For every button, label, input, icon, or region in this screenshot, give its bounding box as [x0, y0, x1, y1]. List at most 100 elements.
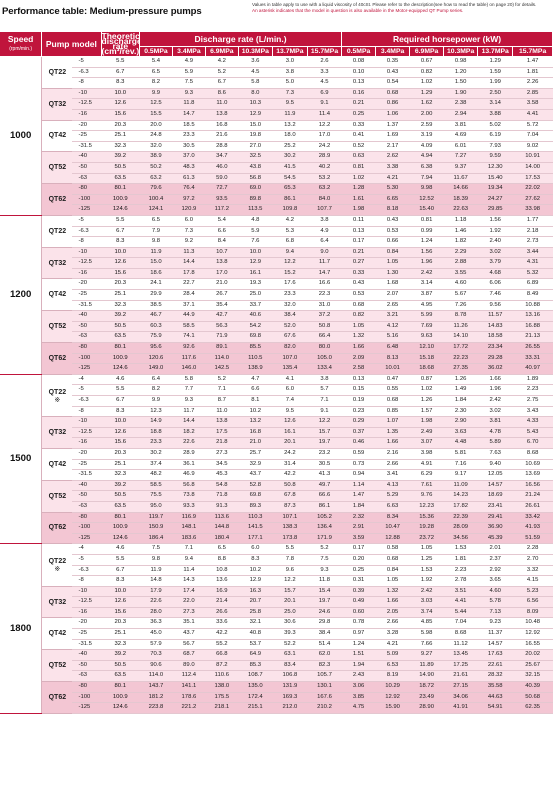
horsepower-cell: 2.88 [443, 257, 478, 269]
discharge-rate-cell: 171.9 [307, 533, 342, 545]
pump-model-cell: QT52 [41, 310, 73, 344]
pump-model-cell: QT22 ※ [41, 543, 73, 587]
horsepower-cell: 27.15 [443, 681, 478, 693]
displacement-code-cell: -4 [72, 543, 102, 555]
discharge-rate-cell: 42.7 [205, 310, 239, 322]
theoretical-rate-cell: 12.6 [101, 257, 140, 269]
discharge-rate-cell: 10.3 [238, 98, 273, 110]
horsepower-cell: 0.47 [375, 374, 410, 386]
horsepower-cell: 2.28 [512, 543, 553, 555]
horsepower-cell: 2.23 [443, 565, 478, 577]
horsepower-cell: 4.75 [341, 702, 376, 714]
discharge-rate-cell: 58.5 [139, 480, 173, 492]
displacement-code-cell: -40 [72, 480, 102, 492]
discharge-rate-cell: 73.8 [172, 490, 206, 502]
table-row: -25 25.1 24.8 23.3 21.6 19.8 18.0 17.0 0.41 1.69 3… [0, 130, 553, 142]
discharge-rate-cell: 105.0 [307, 353, 342, 365]
discharge-rate-cell: 27.3 [205, 448, 239, 460]
discharge-pressure-0-header: 0.5MPa [139, 46, 173, 57]
discharge-rate-cell: 180.4 [205, 533, 239, 545]
horsepower-cell: 12.92 [512, 628, 553, 640]
discharge-rate-cell: 9.3 [307, 565, 342, 577]
horsepower-cell: 11.12 [443, 639, 478, 651]
theoretical-rate-cell: 10.0 [101, 586, 140, 598]
displacement-code-cell: -31.5 [72, 300, 102, 312]
discharge-rate-cell: 23.3 [172, 130, 206, 142]
discharge-rate-cell: 30.5 [172, 141, 206, 153]
discharge-rate-cell: 17.8 [172, 268, 206, 280]
discharge-rate-cell: 169.3 [272, 692, 308, 704]
horsepower-cell: 12.05 [477, 469, 513, 481]
discharge-rate-cell: 25.2 [272, 141, 308, 153]
horsepower-cell: 3.87 [409, 289, 444, 301]
horsepower-cell: 3.21 [375, 310, 410, 322]
horsepower-cell: 9.59 [477, 151, 513, 163]
horsepower-cell: 4.78 [477, 427, 513, 439]
theoretical-rate-cell: 4.6 [101, 543, 140, 555]
horsepower-cell: 26.55 [512, 342, 553, 354]
table-row: QT62 -80 80.1 95.6 92.6 89.1 85.5 82.0 80.0 1.66 6… [0, 342, 553, 375]
horsepower-cell: 1.26 [443, 374, 478, 386]
horsepower-cell: 0.21 [341, 98, 376, 110]
discharge-rate-cell: 42.2 [205, 628, 239, 640]
discharge-rate-cell: 28.9 [307, 151, 342, 163]
discharge-rate-cell: 11.9 [139, 247, 173, 259]
discharge-rate-cell: 7.9 [139, 226, 173, 238]
pump-model-name: QT42 [48, 630, 67, 638]
horsepower-pressure-3-header: 10.3MPa [443, 46, 479, 57]
discharge-rate-cell: 21.0 [238, 437, 273, 449]
horsepower-cell: 1.68 [375, 278, 410, 291]
discharge-rate-cell: 13.6 [205, 575, 239, 587]
discharge-rate-cell: 52.0 [272, 321, 308, 333]
discharge-rate-cell: 5.5 [272, 543, 308, 555]
discharge-rate-cell: 12.9 [238, 109, 273, 121]
discharge-rate-cell: 24.8 [139, 130, 173, 142]
discharge-rate-cell: 107.0 [272, 353, 308, 365]
discharge-rate-cell: 43.8 [238, 162, 273, 174]
displacement-code-cell: -10 [72, 247, 102, 259]
discharge-rate-cell: 29.8 [307, 617, 342, 630]
discharge-rate-cell: 69.0 [238, 183, 273, 195]
discharge-rate-cell: 14.8 [139, 575, 173, 587]
discharge-rate-cell: 82.0 [272, 342, 308, 354]
horsepower-cell: 0.29 [341, 416, 376, 428]
discharge-rate-cell: 117.2 [205, 204, 239, 216]
horsepower-cell: 4.95 [409, 300, 444, 312]
horsepower-cell: 4.33 [512, 416, 553, 428]
pressure-header-row: 0.5MPa 3.4MPa 6.9MPa 10.3MPa 13.7MPa 15.7MPa 0… [0, 46, 553, 57]
horsepower-cell: 1.29 [409, 88, 444, 100]
horsepower-cell: 9.37 [443, 162, 478, 174]
discharge-rate-cell: 46.7 [139, 310, 173, 322]
horsepower-cell: 1.05 [375, 575, 410, 587]
discharge-rate-cell: 10.2 [238, 406, 273, 418]
theoretical-rate-cell: 80.1 [101, 342, 140, 354]
horsepower-cell: 12.10 [409, 342, 444, 354]
horsepower-cell: 6.01 [443, 141, 478, 153]
horsepower-cell: 3.59 [341, 533, 376, 545]
table-row: -100 100.9 120.6 117.6 114.0 110.5 107.0 105.0 2… [0, 353, 553, 365]
discharge-rate-cell: 22.7 [172, 278, 206, 291]
discharge-rate-cell: 7.5 [172, 77, 206, 89]
theoretical-rate-cell: 15.6 [101, 268, 140, 280]
table-row: -12.5 12.6 12.5 11.8 11.0 10.3 9.5 9.1 0.21 0.86 1… [0, 98, 553, 110]
displacement-code-cell: -125 [72, 702, 102, 714]
speed-cell: 1000 [0, 56, 43, 216]
discharge-rate-cell: 9.5 [272, 406, 308, 418]
pump-model-cell: QT52 [41, 480, 73, 513]
theoretical-rate-cell: 15.6 [101, 109, 140, 121]
displacement-code-cell: -12.5 [72, 98, 102, 110]
discharge-rate-cell: 210.2 [307, 702, 342, 714]
horsepower-cell: 3.65 [477, 575, 513, 587]
horsepower-cell: 3.28 [375, 628, 410, 640]
discharge-rate-cell: 10.8 [205, 565, 239, 577]
discharge-rate-cell: 40.6 [238, 310, 273, 322]
horsepower-cell: 21.24 [512, 490, 553, 502]
horsepower-cell: 1.24 [341, 639, 376, 651]
horsepower-cell: 6.53 [375, 660, 410, 672]
horsepower-cell: 4.41 [443, 596, 478, 608]
horsepower-cell: 3.63 [443, 427, 478, 439]
horsepower-cell: 0.59 [341, 448, 376, 460]
horsepower-cell: 6.19 [477, 130, 513, 142]
horsepower-cell: 1.56 [409, 247, 444, 259]
table-row: -100 100.9 150.9 148.1 144.8 141.5 138.3 136.4 2… [0, 522, 553, 534]
